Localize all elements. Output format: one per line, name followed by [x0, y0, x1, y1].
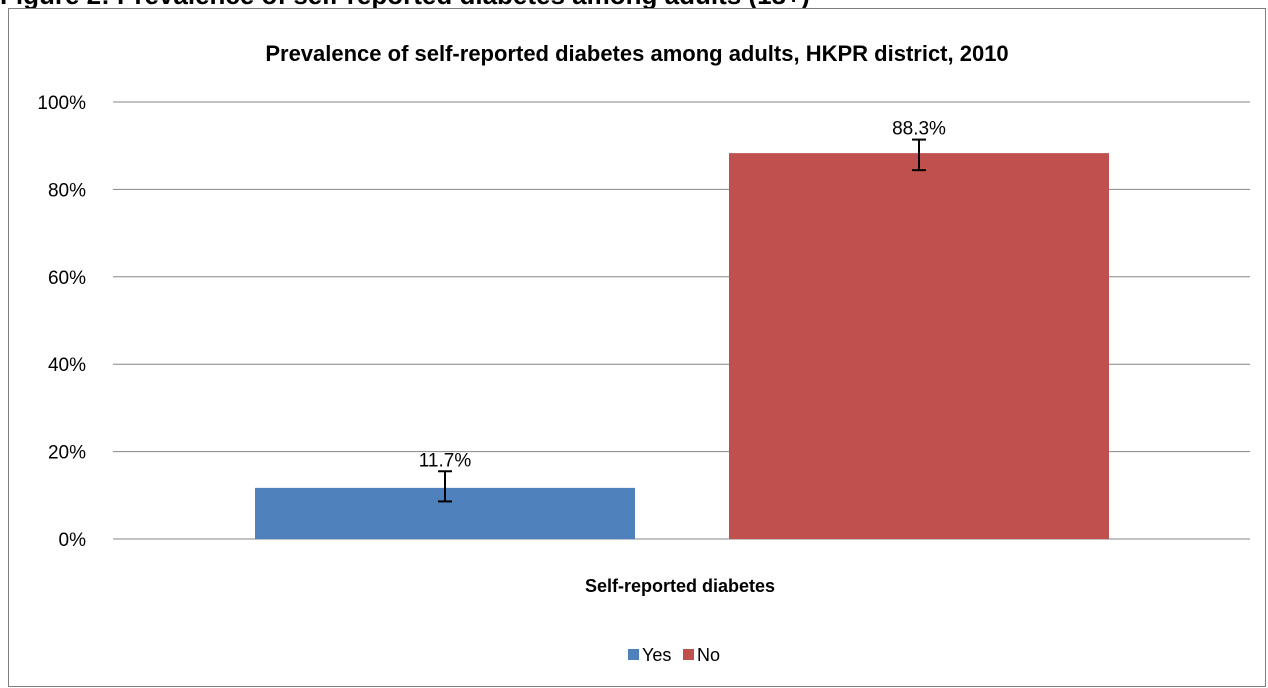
bar-no — [729, 153, 1109, 539]
data-labels: 11.7% 88.3% — [419, 119, 946, 472]
data-label-yes: 11.7% — [419, 450, 472, 471]
legend-swatch-no — [683, 649, 694, 660]
y-tick-label: 80% — [48, 180, 86, 201]
legend-swatch-yes — [628, 649, 639, 660]
figure-caption: Figure 2: Prevalence of self-reported di… — [0, 0, 810, 10]
legend-label-no: No — [697, 645, 720, 665]
y-tick-label: 20% — [48, 443, 86, 464]
y-tick-label: 40% — [48, 355, 86, 376]
y-tick-label: 100% — [37, 93, 86, 114]
legend: Yes No — [628, 645, 720, 665]
error-bar-no — [912, 138, 926, 172]
chart-title: Prevalence of self-reported diabetes amo… — [265, 41, 1008, 66]
bars — [255, 153, 1109, 539]
legend-item-no: No — [683, 645, 720, 665]
error-bars — [438, 138, 926, 503]
data-label-no: 88.3% — [892, 119, 946, 140]
y-tick-label: 60% — [48, 268, 86, 289]
error-bar-yes — [438, 470, 452, 503]
legend-item-yes: Yes — [628, 645, 671, 665]
legend-label-yes: Yes — [642, 645, 671, 665]
y-tick-label: 0% — [59, 530, 87, 551]
y-axis-tick-labels: 0% 20% 40% 60% 80% 100% — [37, 93, 86, 551]
x-axis-title: Self-reported diabetes — [585, 576, 775, 596]
